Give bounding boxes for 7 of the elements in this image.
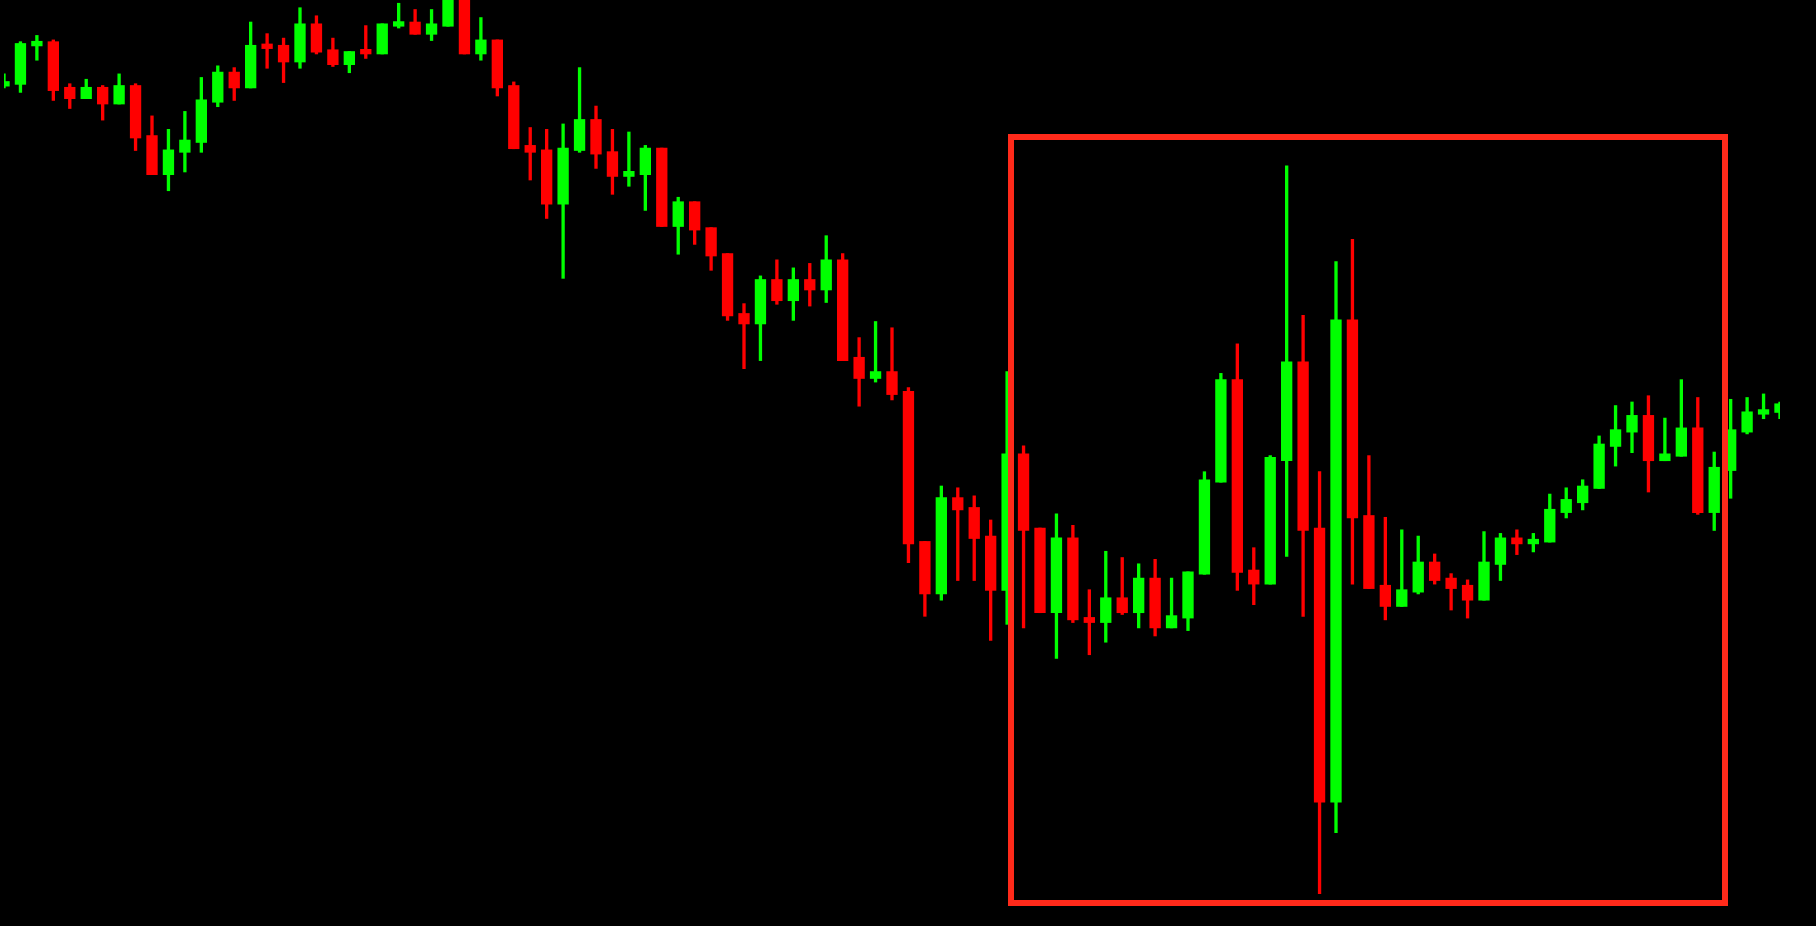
candlestick	[31, 35, 43, 61]
candlestick	[623, 131, 635, 187]
candlestick	[261, 33, 273, 69]
candlestick	[179, 111, 191, 173]
candlestick	[1659, 417, 1671, 462]
candlestick	[1511, 529, 1523, 555]
candlestick	[738, 303, 750, 369]
